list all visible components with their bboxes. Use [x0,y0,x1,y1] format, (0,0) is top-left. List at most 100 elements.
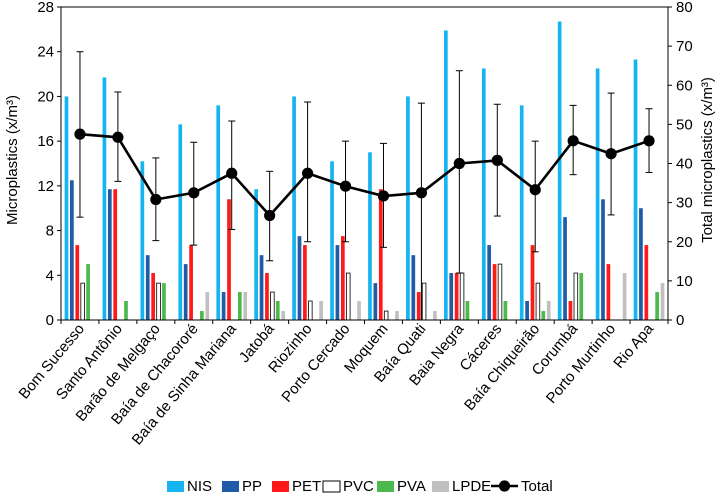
legend-label: Total [521,478,553,495]
total-point [567,135,579,147]
bar-pet [644,245,649,320]
bar-nis [254,189,259,320]
bar-pet [492,264,497,320]
bar-pet [75,245,80,320]
bar-lpde [243,292,248,320]
legend-swatch-pp [222,481,239,492]
bar-pp [449,273,454,320]
total-point [264,209,276,222]
bar-pet [189,245,193,320]
legend-label: PVA [397,478,426,495]
y-left-tick-label: 8 [46,223,54,240]
bar-pvc [573,272,579,321]
y-right-tick-label: 30 [676,195,693,212]
y-left-tick-label: 16 [37,133,54,150]
legend-swatch-lpde [432,481,449,492]
bar-pp [373,283,378,320]
bar-pvc [156,282,161,321]
bar-pet [568,300,573,320]
bar-nis [406,96,410,320]
total-point [188,187,200,199]
bar-lpde [281,311,286,320]
bar-nis [140,161,145,320]
bar-pvc [421,282,427,321]
y-right-tick-label: 60 [676,77,693,94]
total-point [226,167,238,179]
y-left-tick-label: 0 [46,312,54,329]
y-right-tick-label: 70 [676,38,693,55]
bar-pva [465,300,470,320]
total-point [605,148,617,160]
bar-pp [411,255,416,320]
total-point [529,184,541,196]
y-right-tick-label: 20 [676,234,693,251]
y-left-tick-label: 12 [37,178,54,195]
legend-label: LPDE [452,478,491,495]
bar-pp [525,300,529,320]
total-point [377,190,390,202]
y-left-tick-label: 24 [37,44,54,61]
bar-pva [162,283,166,320]
y-right-tick-label: 50 [676,116,693,133]
bar-lpde [622,273,627,320]
bar-lpde [433,311,437,320]
x-tick-label: Porto Murtinho [543,321,619,407]
total-point [491,154,503,166]
legend-swatch-pet [272,481,289,492]
bar-pva [200,311,204,320]
y-right-tick-label: 0 [676,312,684,329]
bar-pet [303,245,307,320]
bar-pva [275,300,280,320]
total-point [301,167,314,179]
x-tick-label: Rio Apa [610,320,657,372]
total-point [74,128,86,140]
bar-pp [259,255,264,320]
bar-pet [530,245,535,320]
bar-pet [378,189,383,320]
bar-pp [601,199,605,320]
bar-pet [227,199,231,320]
total-point [453,157,465,170]
bar-pet [454,273,459,320]
bar-pet [606,264,611,320]
bar-nis [178,124,183,320]
x-tick-label: Bom Sucesso [16,321,89,403]
y-left-tick-label: 20 [37,88,54,105]
bar-nis [481,68,486,320]
y-right-tick-label: 10 [676,273,693,290]
bar-nis [216,105,221,320]
bar-nis [519,105,524,320]
legend-swatch-pva [377,481,394,492]
bar-nis [368,152,372,320]
bar-pva [655,292,659,320]
bar-pvc [80,282,85,321]
bar-pet [416,292,421,320]
bar-pp [70,180,74,320]
total-point [150,193,162,206]
bar-pp [639,208,643,320]
bar-pva [503,300,508,320]
bar-pp [107,189,112,320]
bar-nis [557,21,562,321]
bar-pva [86,264,90,320]
total-point [112,131,124,143]
bar-pp [221,292,226,320]
bar-nis [633,59,638,321]
bar-pp [335,245,340,320]
legend-swatch-pvc [322,480,341,493]
total-line-series [74,128,655,222]
bar-nis [330,161,334,320]
bar-pva [541,311,546,320]
bar-pp [145,255,150,320]
total-point [339,180,352,192]
y-axis-left-label: Microplastics (x/m³) [4,95,21,225]
bar-pvc [497,263,503,321]
bar-lpde [319,300,323,320]
legend: NIS PP PET PVC PVA LPDE Total [167,478,553,495]
legend-label: NIS [187,478,212,495]
bar-pp [183,264,188,320]
bar-pvc [459,272,465,321]
bar-pet [265,273,269,320]
bar-pvc [308,300,313,321]
